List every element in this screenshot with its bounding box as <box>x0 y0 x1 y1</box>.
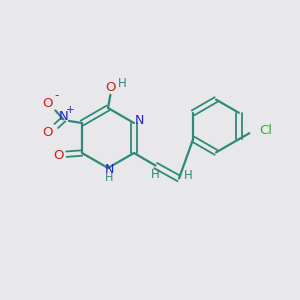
Text: H: H <box>117 77 126 90</box>
Text: O: O <box>43 97 53 110</box>
Text: Cl: Cl <box>259 124 272 137</box>
Text: N: N <box>135 114 144 127</box>
Text: N: N <box>105 163 114 176</box>
Text: N: N <box>58 110 68 124</box>
Text: H: H <box>151 168 159 181</box>
Text: O: O <box>105 81 116 94</box>
Text: -: - <box>54 89 58 102</box>
Text: O: O <box>43 126 53 139</box>
Text: O: O <box>54 149 64 162</box>
Text: H: H <box>105 173 114 183</box>
Text: +: + <box>66 105 74 115</box>
Text: H: H <box>184 169 192 182</box>
